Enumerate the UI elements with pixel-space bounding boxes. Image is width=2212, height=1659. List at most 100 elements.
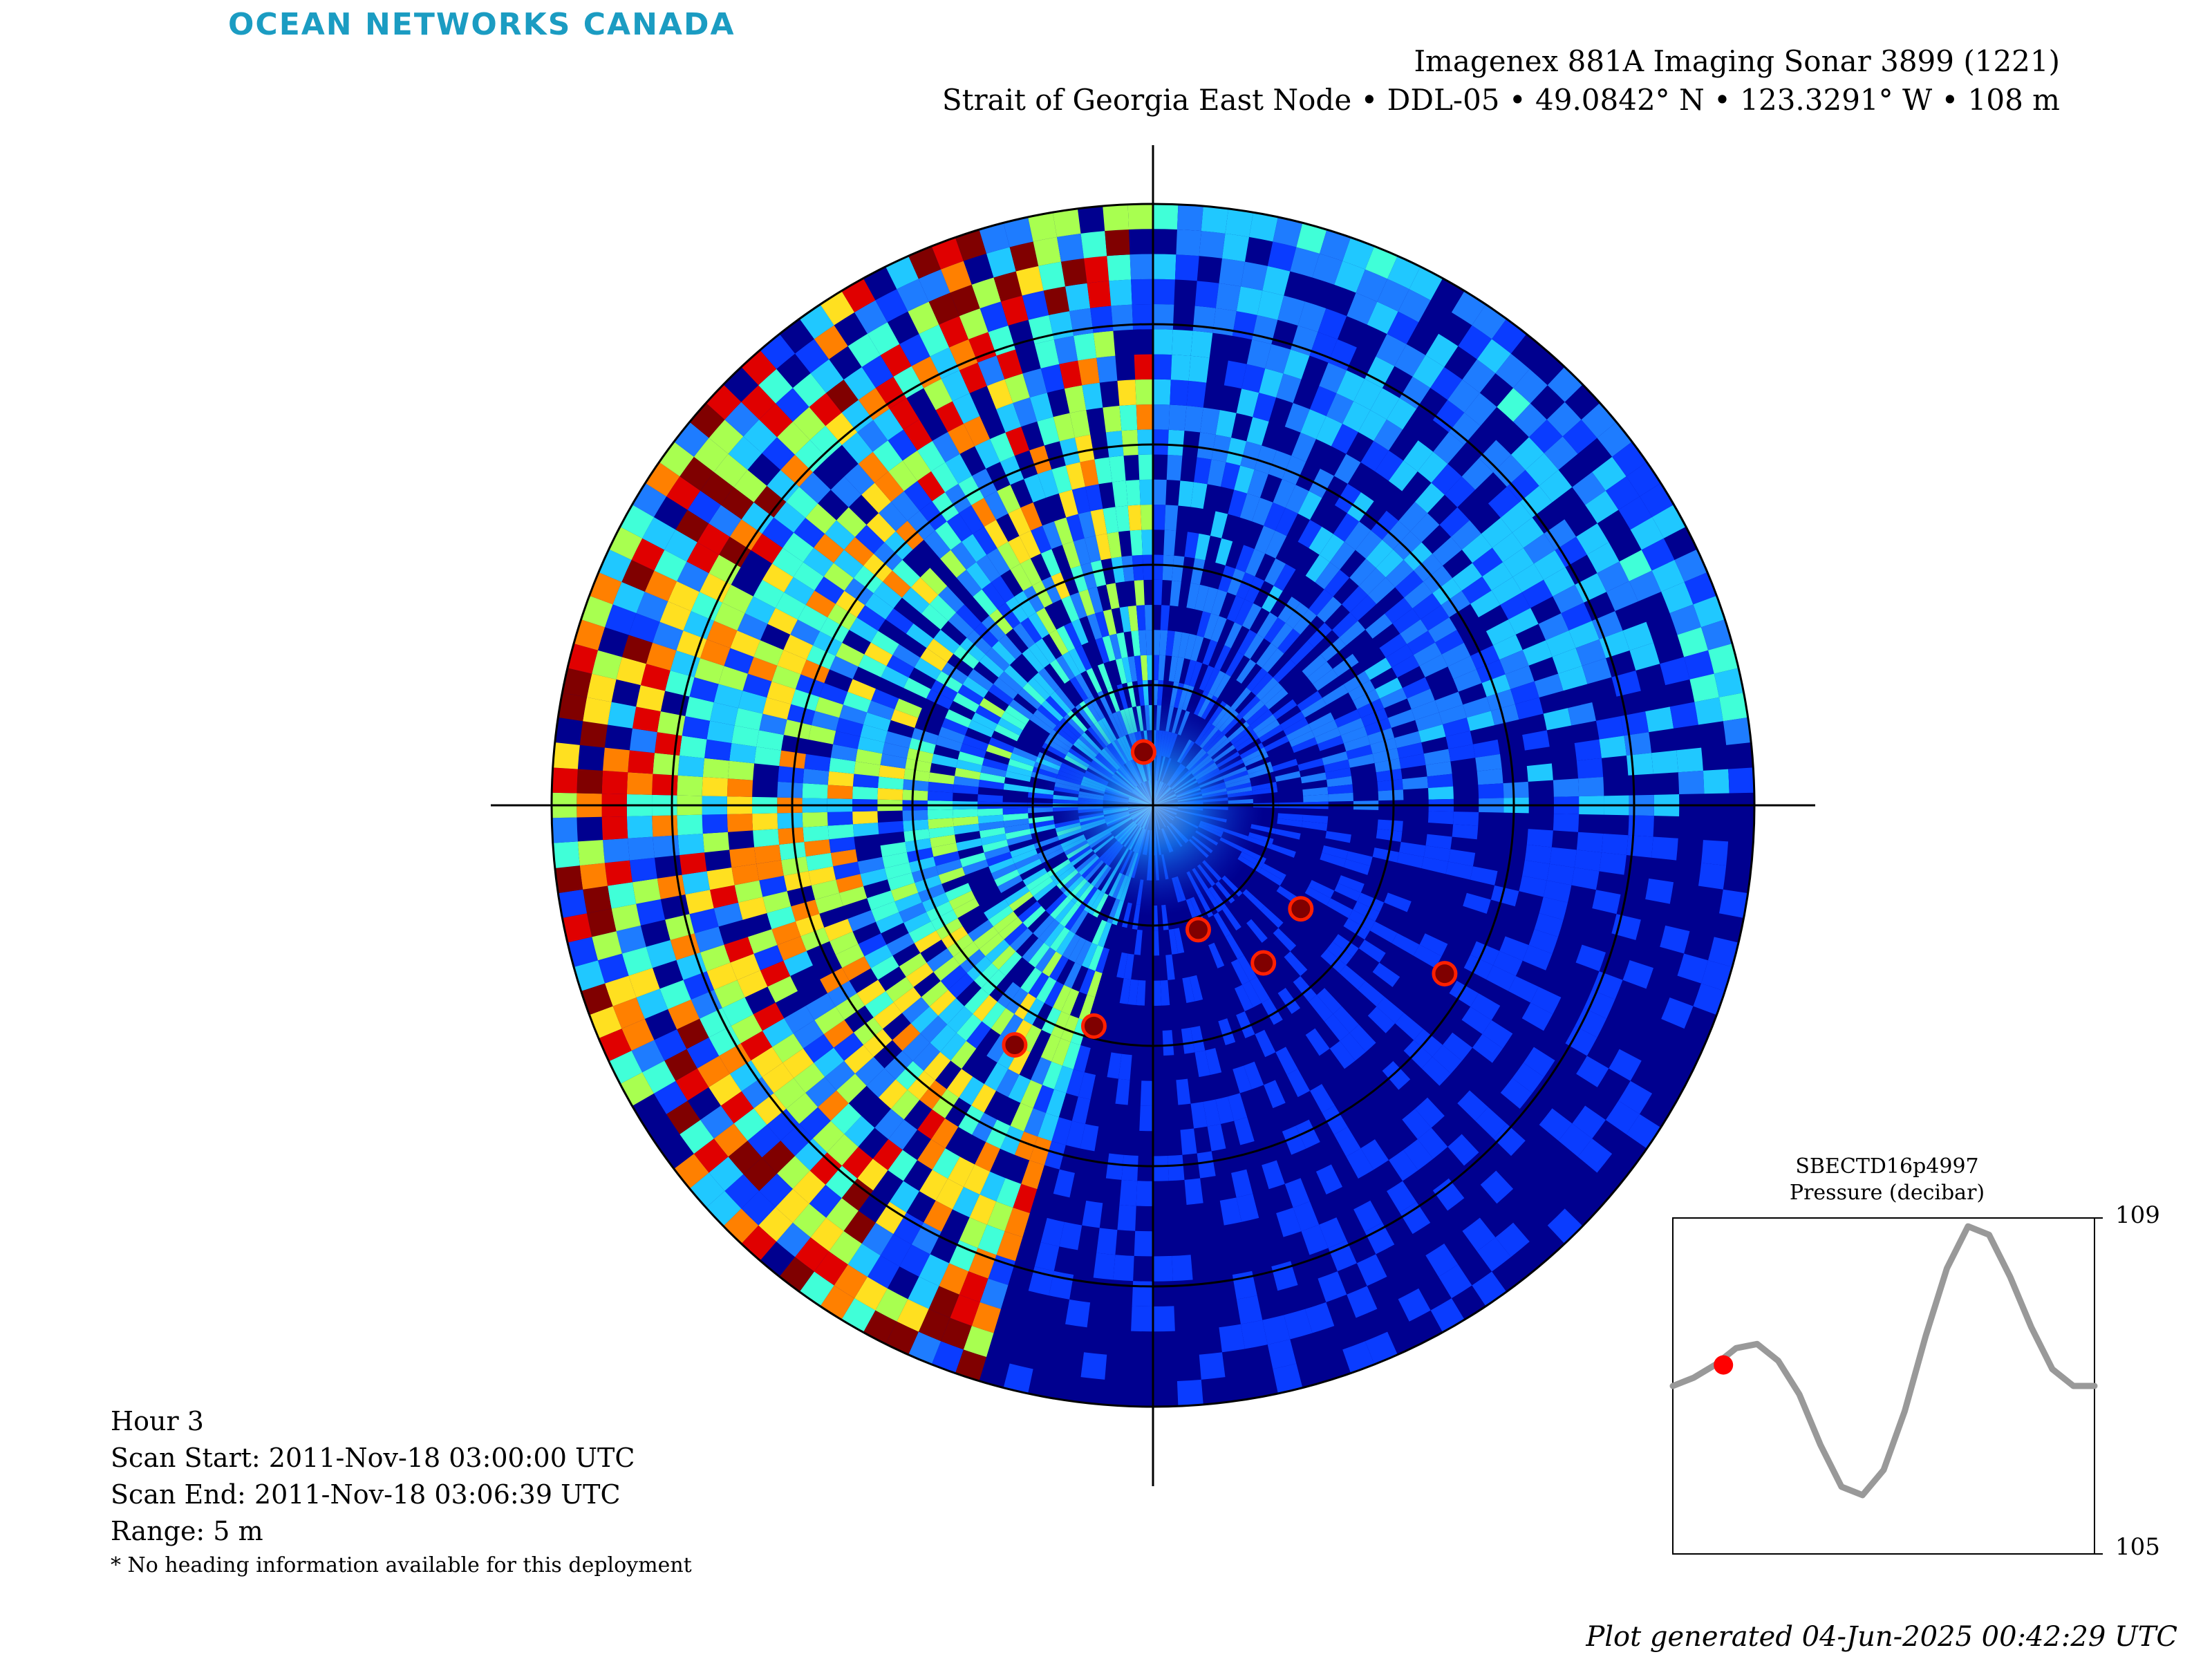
sonar-cell — [603, 838, 630, 863]
sonar-cell — [836, 1074, 867, 1104]
sonar-cell — [1130, 529, 1143, 556]
sonar-cell — [1660, 925, 1690, 954]
sonar-cell — [1492, 950, 1523, 976]
sonar-cell — [938, 867, 966, 884]
sonar-cell — [878, 501, 908, 532]
sonar-cell — [1505, 665, 1535, 689]
sonar-cell — [1599, 630, 1630, 659]
sonar-cell — [1689, 673, 1719, 702]
sonar-cell — [855, 749, 883, 765]
sonar-cell — [1388, 460, 1418, 491]
sonar-cell — [1153, 404, 1170, 430]
sonar-cell — [767, 681, 796, 704]
sonar-cell — [1153, 204, 1179, 229]
sonar-cell — [1003, 1363, 1033, 1394]
sonar-cell — [1407, 630, 1436, 655]
sonar-cell — [1022, 290, 1049, 320]
sonar-cell — [709, 1156, 744, 1191]
sonar-cell — [847, 1244, 881, 1277]
sonar-cell — [1230, 959, 1250, 985]
sonar-cell — [1257, 612, 1278, 639]
sonar-cell — [779, 750, 806, 769]
sonar-cell — [1003, 818, 1029, 827]
sonar-cell — [858, 933, 887, 957]
sonar-cell — [1037, 704, 1060, 726]
sonar-cell — [771, 921, 801, 946]
sonar-cell — [1260, 906, 1284, 928]
sonar-cell — [1651, 560, 1685, 592]
sonar-cell — [1282, 1125, 1306, 1155]
sonar-cell — [1325, 831, 1351, 843]
sonar-cell — [968, 1248, 997, 1279]
sonar-cell — [1374, 450, 1404, 481]
sonar-cell — [1553, 584, 1584, 614]
sonar-cell — [973, 995, 997, 1022]
sonar-cell — [1210, 589, 1228, 617]
sonar-cell — [1519, 875, 1547, 897]
sonar-cell — [865, 593, 894, 620]
sonar-cell — [1442, 718, 1470, 737]
sonar-cell — [1190, 1026, 1206, 1053]
sonar-cell — [1358, 568, 1386, 595]
sonar-cell — [1174, 657, 1185, 683]
sonar-cell — [1257, 290, 1284, 320]
heading-note: * No heading information available for t… — [111, 1553, 692, 1577]
sonar-cell — [1117, 1204, 1136, 1231]
sonar-cell — [762, 891, 791, 913]
sonar-cell — [1302, 814, 1329, 824]
sonar-cell — [873, 581, 902, 609]
sonar-cell — [1591, 971, 1623, 1000]
sonar-cell — [724, 1174, 760, 1209]
sonar-cell — [1599, 735, 1627, 758]
sonar-cell — [778, 766, 805, 784]
sonar-cell — [993, 271, 1022, 302]
sonar-cell — [872, 440, 903, 472]
sonar-cell — [952, 393, 980, 424]
sonar-cell — [1255, 1029, 1276, 1058]
sonar-cell — [1316, 988, 1342, 1014]
sonar-cell — [1463, 697, 1491, 718]
sonar-cell — [1141, 529, 1153, 555]
sonar-cell — [1305, 554, 1330, 583]
sonar-cell — [903, 819, 929, 832]
sonar-cell — [1412, 355, 1445, 388]
sonar-cell — [691, 592, 722, 621]
sonar-cell — [1236, 572, 1255, 599]
sonar-cell — [863, 1029, 892, 1057]
sonar-cell — [857, 856, 885, 874]
sonar-cell — [878, 1079, 908, 1109]
sonar-cell — [706, 621, 738, 648]
sonar-cell — [1285, 602, 1309, 629]
sonar-cell — [1224, 622, 1242, 648]
sonar-cell — [827, 824, 854, 840]
sonar-cell — [1506, 469, 1539, 502]
sonar-cell — [1412, 593, 1441, 620]
sonar-cell — [946, 513, 973, 542]
sonar-cell — [966, 956, 992, 981]
sonar-cell — [1284, 1309, 1313, 1340]
sonar-cell — [1215, 1096, 1235, 1124]
sonar-cell — [1084, 535, 1101, 563]
sonar-cell — [971, 277, 1001, 309]
sonar-cell — [890, 709, 919, 728]
hour-label: Hour 3 — [111, 1406, 204, 1436]
sonar-cell — [1103, 609, 1117, 636]
sonar-cell — [1575, 639, 1606, 666]
sonar-cell — [581, 595, 613, 628]
sonar-cell — [959, 852, 986, 868]
sonar-cell — [628, 750, 655, 774]
sonar-cell — [989, 608, 1013, 635]
sonar-cell — [893, 366, 924, 398]
sonar-cell — [1168, 429, 1185, 456]
sonar-cell — [654, 1029, 687, 1061]
sonar-cell — [677, 814, 703, 836]
sonar-cell — [966, 562, 991, 590]
sonar-cell — [1482, 1020, 1513, 1049]
sonar-cell — [1237, 629, 1257, 655]
sonar-cell — [1434, 691, 1463, 713]
sonar-cell — [1246, 704, 1269, 726]
sonar-cell — [1476, 659, 1506, 684]
sonar-cell — [975, 1142, 1000, 1172]
sonar-cell — [858, 451, 889, 483]
sonar-cell — [1073, 1045, 1091, 1073]
